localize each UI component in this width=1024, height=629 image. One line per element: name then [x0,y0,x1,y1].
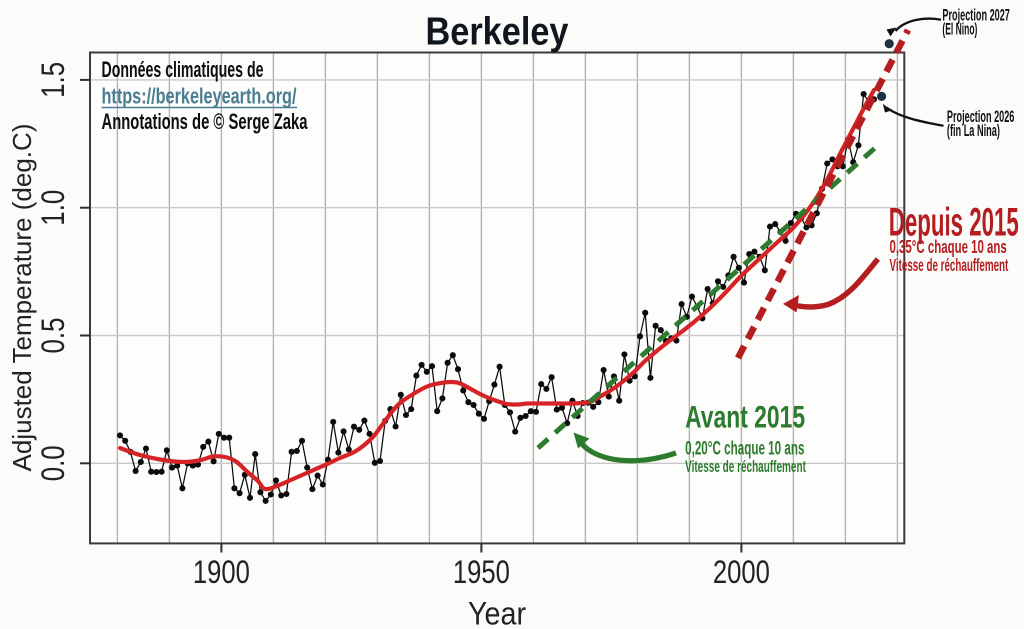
svg-text:https://berkeleyearth.org/: https://berkeleyearth.org/ [102,84,297,109]
svg-text:Projection 2027: Projection 2027 [942,7,1010,25]
svg-text:(fin La Nina): (fin La Nina) [947,122,1000,140]
svg-text:0,35°C chaque 10 ans: 0,35°C chaque 10 ans [890,236,1007,257]
svg-text:1950: 1950 [453,554,510,590]
svg-text:Depuis 2015: Depuis 2015 [889,201,1019,245]
svg-text:(El Nino): (El Nino) [942,21,977,39]
svg-text:0.0: 0.0 [35,445,71,481]
svg-text:Avant 2015: Avant 2015 [685,398,805,434]
svg-text:Projection 2026: Projection 2026 [947,108,1015,126]
svg-text:Données climatiques de: Données climatiques de [102,57,264,82]
svg-text:Annotations de © Serge Zaka: Annotations de © Serge Zaka [102,109,309,134]
svg-text:Vitesse de réchauffement: Vitesse de réchauffement [685,457,806,476]
svg-text:Vitesse de réchauffement: Vitesse de réchauffement [890,255,1009,275]
svg-text:1.5: 1.5 [35,62,71,98]
svg-text:0.5: 0.5 [35,318,71,354]
svg-text:Adjusted Temperature (deg.C): Adjusted Temperature (deg.C) [7,124,37,472]
svg-text:Year: Year [468,596,526,629]
svg-text:0,20°C chaque 10 ans: 0,20°C chaque 10 ans [685,438,804,459]
svg-text:Berkeley: Berkeley [426,11,569,54]
svg-text:2000: 2000 [713,554,770,590]
svg-text:1900: 1900 [193,554,250,590]
svg-text:1.0: 1.0 [35,190,71,226]
